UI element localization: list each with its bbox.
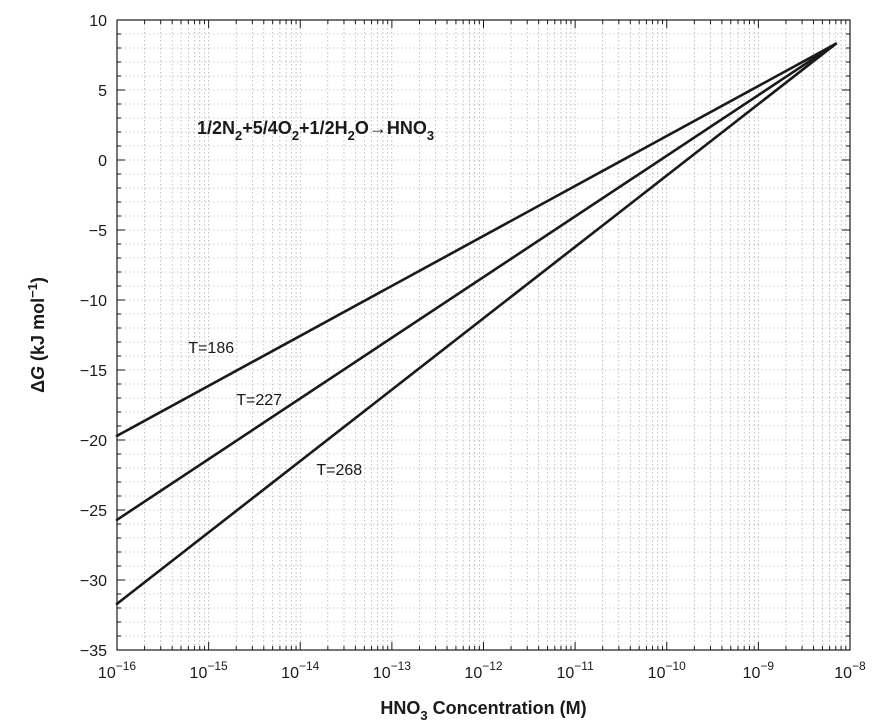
y-tick-label: −20 [80, 433, 107, 450]
x-tick-label-base: 10 [556, 665, 574, 682]
x-axis-title: HNO3 Concentration (M) [380, 698, 586, 723]
y-tick-label: −5 [89, 223, 107, 240]
reaction-text: +5/4O [242, 118, 292, 138]
x-tick-label: 10−10 [648, 659, 686, 682]
x-tick-label-base: 10 [648, 665, 666, 682]
y-tick-label: −25 [80, 503, 107, 520]
x-tick-label-base: 10 [190, 665, 208, 682]
reaction-subscript: 2 [348, 128, 355, 143]
series-label: T=227 [236, 392, 282, 409]
reaction-subscript: 3 [427, 128, 434, 143]
y-tick-label: 10 [89, 13, 107, 30]
x-tick-label: 10−12 [464, 659, 502, 682]
grid-lines [116, 19, 851, 651]
y-tick-label: −15 [80, 363, 107, 380]
series-labels: T=186 T=227 T=268 [188, 340, 362, 479]
x-tick-label-base: 10 [98, 665, 116, 682]
series-label: T=268 [316, 462, 362, 479]
x-tick-label-base: 10 [834, 665, 852, 682]
x-tick-label: 10−14 [281, 659, 319, 682]
x-tick-label: 10−11 [556, 659, 594, 682]
reaction-subscript: 2 [235, 128, 242, 143]
y-axis-title-close: ) [28, 277, 48, 283]
y-tick-label: 0 [98, 153, 107, 170]
x-tick-label: 10−13 [373, 659, 411, 682]
x-axis-title-rest: Concentration (M) [428, 698, 587, 718]
series-lines [115, 42, 838, 606]
x-tick-label: 10−9 [743, 659, 775, 682]
x-tick-label: 10−16 [98, 659, 136, 682]
reaction-text: O→HNO [355, 118, 427, 138]
y-tick-label: −10 [80, 293, 107, 310]
x-tick-label-exponent: −16 [116, 659, 137, 673]
y-axis-title-delta: Δ [28, 380, 48, 393]
x-tick-label-exponent: −8 [852, 659, 866, 673]
y-tick-label: −30 [80, 573, 107, 590]
series-line [115, 42, 838, 438]
y-axis-title: ΔG (kJ mol−1) [25, 277, 48, 393]
reaction-text: 1/2N [197, 118, 235, 138]
y-tick-label: −35 [80, 643, 107, 660]
y-axis-title-superscript: −1 [25, 283, 40, 298]
axis-ticks [116, 19, 851, 651]
series-line [115, 42, 838, 606]
x-tick-label-exponent: −15 [207, 659, 228, 673]
x-tick-label-exponent: −10 [665, 659, 686, 673]
series-line [115, 42, 838, 522]
x-tick-label-exponent: −12 [482, 659, 503, 673]
x-tick-label-exponent: −14 [299, 659, 320, 673]
x-tick-label: 10−15 [190, 659, 228, 682]
x-tick-label-base: 10 [743, 665, 761, 682]
x-tick-label-base: 10 [464, 665, 482, 682]
x-tick-label: 10−8 [834, 659, 866, 682]
y-tick-labels: 10 5 0 −5 −10 −15 −20 −25 −30 −35 [80, 13, 107, 660]
x-tick-labels: 10−16 10−15 10−14 10−13 10−12 10−11 10−10 10−9 1… [98, 659, 866, 682]
x-tick-label-base: 10 [281, 665, 299, 682]
series-label: T=186 [188, 340, 234, 357]
y-axis-title-units: (kJ mol [28, 298, 48, 366]
x-tick-label-exponent: −11 [574, 659, 594, 673]
y-axis-title-var: G [28, 366, 48, 380]
x-axis-title-subscript: 3 [420, 708, 427, 723]
plot-area-frame [116, 19, 851, 651]
x-tick-label-base: 10 [373, 665, 391, 682]
x-tick-label-exponent: −9 [760, 659, 774, 673]
x-tick-label-exponent: −13 [391, 659, 412, 673]
reaction-subscript: 2 [292, 128, 299, 143]
y-tick-label: 5 [98, 83, 107, 100]
x-axis-title-main: HNO [380, 698, 420, 718]
reaction-text: +1/2H [299, 118, 348, 138]
reaction-annotation: 1/2N2+5/4O2+1/2H2O→HNO3 [197, 118, 434, 143]
